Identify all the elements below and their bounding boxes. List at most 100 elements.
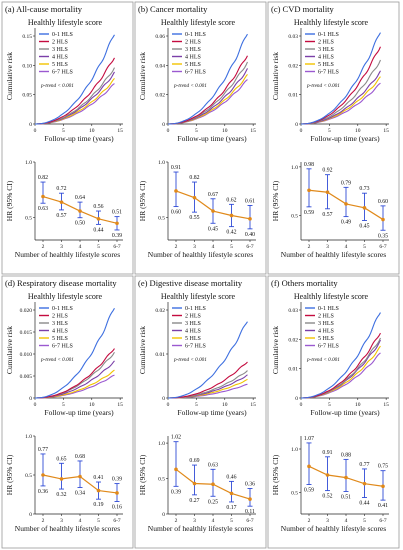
hr-y-label: HR (95% CI) bbox=[271, 180, 280, 221]
cum-y-tick-label: 0.03 bbox=[288, 34, 298, 40]
hr-lower-label: 0.45 bbox=[359, 224, 369, 230]
top-header: Healthly lifestyle score bbox=[161, 18, 236, 27]
legend-label: 2 HLS bbox=[318, 40, 334, 46]
cum-y-tick-label: 0.01 bbox=[155, 352, 165, 358]
cum-series-3 bbox=[167, 68, 248, 125]
hr-lower-label: 0.34 bbox=[75, 490, 85, 496]
hr-lower-label: 0.32 bbox=[56, 492, 66, 498]
cum-series-4 bbox=[300, 345, 381, 399]
hr-x-tick-label: 6-7 bbox=[379, 244, 387, 250]
panel-title: (f) Others mortality bbox=[271, 278, 338, 288]
hr-lower-label: 0.16 bbox=[112, 505, 122, 511]
hr-lower-label: 0.59 bbox=[304, 210, 314, 216]
cum-series-3 bbox=[300, 339, 381, 399]
panel-border bbox=[1, 1, 134, 275]
cum-series-0 bbox=[167, 321, 248, 399]
hr-upper-label: 1.02 bbox=[171, 435, 181, 441]
cum-series-1 bbox=[167, 361, 248, 399]
panel-title: (e) Digestive disease mortality bbox=[138, 278, 243, 288]
legend-label: 3 HLS bbox=[318, 47, 334, 53]
cum-y-tick-label: 0.01 bbox=[288, 93, 298, 99]
hr-lower-label: 0.49 bbox=[341, 220, 351, 226]
hr-lower-label: 0.39 bbox=[112, 233, 122, 239]
panel-title: (b) Cancer mortality bbox=[138, 4, 208, 14]
cum-x-tick-label: 5 bbox=[62, 128, 65, 134]
hr-upper-label: 0.65 bbox=[56, 456, 66, 462]
hr-x-tick-label: 6-7 bbox=[113, 244, 121, 250]
hr-lower-label: 0.19 bbox=[93, 502, 103, 508]
hr-upper-label: 0.72 bbox=[56, 186, 66, 192]
legend-label: 5 HLS bbox=[52, 336, 68, 342]
hr-y-tick-label: 0.5 bbox=[158, 216, 165, 222]
hr-upper-label: 0.41 bbox=[93, 475, 103, 481]
hr-lower-label: 0.57 bbox=[322, 212, 332, 218]
hr-lower-label: 0.40 bbox=[245, 232, 255, 238]
hr-point bbox=[59, 200, 64, 204]
hr-upper-label: 0.36 bbox=[245, 481, 255, 487]
cum-x-tick-label: 0 bbox=[34, 128, 37, 134]
cum-x-tick-label: 5 bbox=[328, 128, 331, 134]
legend-label: 4 HLS bbox=[52, 55, 68, 61]
hr-y-tick-label: 0.5 bbox=[25, 216, 32, 222]
hr-upper-label: 0.98 bbox=[304, 162, 314, 168]
cum-x-tick-label: 10 bbox=[222, 402, 228, 408]
hr-x-label: Number of healthly lifestyle scores bbox=[281, 250, 386, 259]
hr-y-tick-label: 0.5 bbox=[291, 490, 298, 496]
hr-point bbox=[211, 482, 215, 487]
hr-point bbox=[59, 477, 64, 481]
cum-x-tick-label: 0 bbox=[167, 402, 170, 408]
top-header: Healthly lifestyle score bbox=[294, 18, 369, 27]
legend-label: 5 HLS bbox=[318, 336, 334, 342]
cum-x-tick-label: 0 bbox=[167, 128, 170, 134]
panel-border bbox=[134, 1, 267, 275]
legend-label: 5 HLS bbox=[185, 62, 201, 68]
hr-lower-label: 0.51 bbox=[341, 494, 351, 500]
cum-y-label: Cumulative risk bbox=[271, 52, 280, 100]
hr-point bbox=[78, 209, 82, 213]
legend-label: 4 HLS bbox=[185, 55, 201, 61]
legend-label: 5 HLS bbox=[185, 336, 201, 342]
cum-y-tick-label: 0.03 bbox=[288, 308, 298, 314]
hr-upper-label: 0.91 bbox=[171, 165, 181, 171]
cum-x-tick-label: 15 bbox=[383, 128, 389, 134]
cum-y-tick-label: 0 bbox=[29, 122, 32, 128]
hr-upper-label: 0.62 bbox=[226, 197, 236, 203]
legend-label: 2 HLS bbox=[185, 314, 201, 320]
cum-y-tick-label: 0.15 bbox=[22, 34, 32, 40]
hr-point bbox=[344, 475, 348, 480]
hr-point bbox=[381, 484, 385, 489]
ptrend-label: p-trend < 0.001 bbox=[173, 357, 207, 363]
legend-label: 4 HLS bbox=[52, 329, 68, 335]
cum-x-tick-label: 15 bbox=[383, 402, 389, 408]
hr-x-tick-label: 2 bbox=[175, 518, 178, 524]
hr-upper-label: 0.77 bbox=[38, 447, 48, 453]
hr-x-tick-label: 6-7 bbox=[113, 518, 121, 524]
ptrend-label: p-trend < 0.001 bbox=[40, 357, 74, 363]
panel-title: (a) All-cause mortality bbox=[5, 4, 83, 14]
cum-x-label: Follow-up time (years) bbox=[177, 408, 247, 417]
hr-upper-label: 0.64 bbox=[75, 195, 85, 201]
hr-point bbox=[229, 213, 234, 218]
panel-border bbox=[267, 275, 400, 549]
hr-x-tick-label: 5 bbox=[230, 518, 233, 524]
legend-label: 3 HLS bbox=[52, 47, 68, 53]
panel-4: (e) Digestive disease mortality Healthly … bbox=[134, 275, 267, 549]
legend-label: 6-7 HLS bbox=[185, 344, 206, 350]
hr-upper-label: 0.92 bbox=[322, 168, 332, 174]
hr-y-tick-label: 1.0 bbox=[291, 447, 298, 453]
hr-x-tick-label: 3 bbox=[326, 244, 329, 250]
hr-x-tick-label: 6-7 bbox=[379, 518, 387, 524]
legend-label: 2 HLS bbox=[185, 40, 201, 46]
legend-label: 0-1 HLS bbox=[318, 32, 339, 38]
hr-upper-label: 0.67 bbox=[208, 192, 218, 198]
cum-x-label: Follow-up time (years) bbox=[177, 134, 247, 143]
hr-upper-label: 0.79 bbox=[341, 180, 351, 186]
cum-series-3 bbox=[34, 71, 115, 125]
hr-lower-label: 0.36 bbox=[38, 489, 48, 495]
hr-upper-label: 0.68 bbox=[75, 454, 85, 460]
hr-x-tick-label: 5 bbox=[97, 518, 100, 524]
hr-x-tick-label: 4 bbox=[212, 518, 215, 524]
hr-x-tick-label: 6-7 bbox=[246, 244, 254, 250]
hr-upper-label: 0.56 bbox=[93, 204, 103, 210]
hr-x-tick-label: 5 bbox=[97, 244, 100, 250]
